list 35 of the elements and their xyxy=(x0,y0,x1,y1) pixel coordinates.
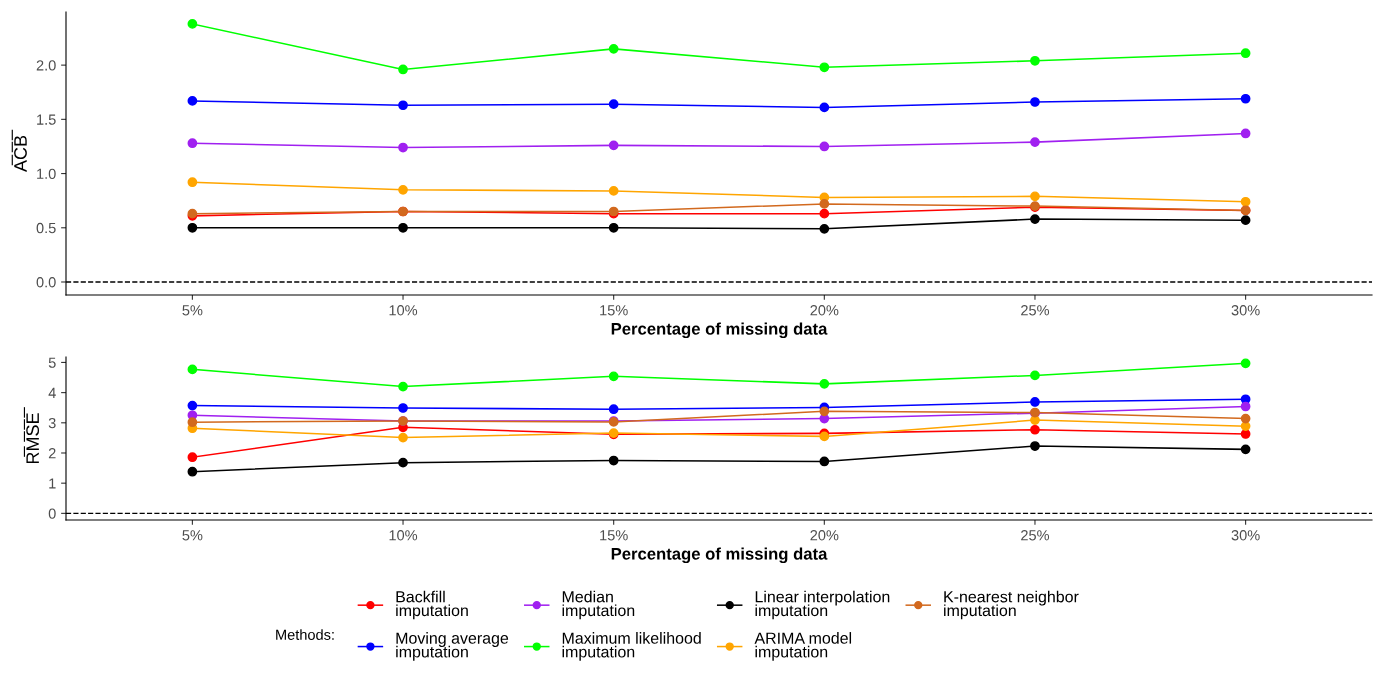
y-tick-label: 1.5 xyxy=(37,114,56,125)
x-axis-title: Percentage of missing data xyxy=(611,322,828,339)
legend-label: Maximum likelihood imputation xyxy=(562,632,701,661)
legend-label: K-nearest neighbor imputation xyxy=(944,590,1079,620)
y-tick-label: 1 xyxy=(49,478,56,489)
legend-label: Median imputation xyxy=(562,590,635,620)
x-tick-label: 5% xyxy=(182,530,203,541)
x-tick-label: 20% xyxy=(810,305,839,316)
y-tick-label: 0 xyxy=(48,508,56,519)
y-tick-label: 2.0 xyxy=(36,60,56,71)
y-tick-label: 0.5 xyxy=(36,222,56,234)
x-tick-label: 5% xyxy=(182,305,203,316)
x-tick-label: 10% xyxy=(389,530,418,541)
x-tick-label: 15% xyxy=(600,530,628,541)
y-axis-title: A̅C̅B̅ xyxy=(11,129,27,173)
legend-title: Methods: xyxy=(276,629,334,640)
y-axis-title: R̅M̅S̅E̅ xyxy=(23,407,40,464)
y-tick-label: 4 xyxy=(48,387,56,398)
y-tick-label: 3 xyxy=(48,417,56,429)
legend-label: Linear interpolation imputation xyxy=(755,590,890,620)
x-tick-label: 20% xyxy=(810,530,839,541)
y-tick-label: 0.0 xyxy=(36,277,56,288)
y-tick-label: 2 xyxy=(48,448,56,459)
legend-label: Backfill imputation xyxy=(396,590,468,620)
x-tick-label: 25% xyxy=(1021,305,1050,316)
x-tick-label: 30% xyxy=(1231,530,1260,541)
x-tick-label: 10% xyxy=(389,305,418,316)
x-tick-label: 15% xyxy=(600,305,628,316)
legend-label: ARIMA model imputation xyxy=(754,632,852,661)
x-axis-title: Percentage of missing data xyxy=(611,547,828,564)
x-tick-label: 30% xyxy=(1231,305,1260,316)
y-tick-label: 1.0 xyxy=(37,168,56,179)
y-tick-label: 5 xyxy=(48,357,56,368)
legend-label: Moving average imputation xyxy=(396,632,509,661)
x-tick-label: 25% xyxy=(1021,530,1050,541)
